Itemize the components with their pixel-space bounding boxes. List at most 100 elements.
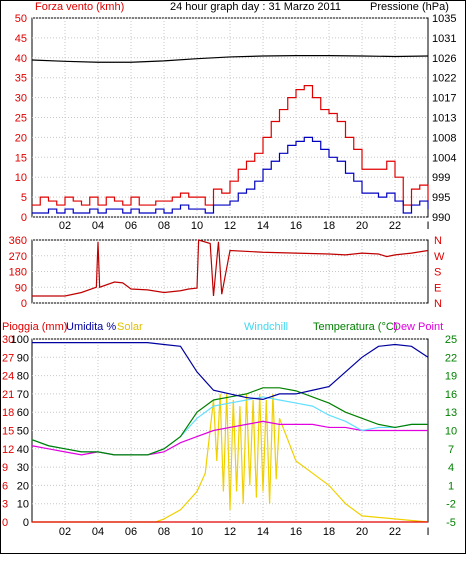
x-axis-tick: 16: [290, 526, 302, 538]
rain-axis-tick: 6: [2, 480, 8, 492]
temperature-axis-tick: 22: [445, 352, 457, 364]
humidity-axis-tick: 100: [11, 334, 29, 346]
solar-label: Solar: [117, 321, 143, 333]
x-axis-tick: 18: [323, 526, 335, 538]
rain-axis-tick: 18: [2, 407, 14, 419]
temperature-axis-tick: 4: [448, 462, 454, 474]
humidity-axis-tick: 30: [17, 462, 29, 474]
humidity-axis-tick: 50: [17, 426, 29, 438]
series-pressure: [31, 54, 429, 63]
x-axis-tick: 20: [356, 220, 368, 232]
pressure-axis-tick: 1004: [432, 152, 456, 164]
rain-axis-tick: 27: [2, 352, 14, 364]
direction-axis-tick: 360: [9, 235, 27, 247]
x-axis-tick: I: [426, 526, 429, 538]
temperature-axis-tick: 1: [448, 480, 454, 492]
compass-axis-tick: N: [434, 235, 442, 247]
x-axis-tick: 22: [389, 526, 401, 538]
series-wind_gust: [32, 85, 429, 206]
wind-axis-tick: 35: [15, 73, 27, 85]
humidity-axis-tick: 60: [17, 407, 29, 419]
humidity-axis-tick: 80: [17, 371, 29, 383]
x-axis-tick: 02: [59, 220, 71, 232]
pressure-axis-tick: 990: [432, 212, 450, 224]
compass-axis-tick: E: [434, 282, 441, 294]
x-axis-tick: 06: [125, 526, 137, 538]
pressure-axis-tick: 1022: [432, 73, 456, 85]
x-axis-tick: 20: [356, 526, 368, 538]
direction-axis-tick: 180: [9, 267, 27, 279]
humidity-axis-tick: 90: [17, 352, 29, 364]
humidity-axis-tick: 10: [17, 499, 29, 511]
rain-axis-tick: 9: [2, 462, 8, 474]
series-temperature: [31, 387, 428, 456]
temperature-axis-tick: 13: [445, 407, 457, 419]
humidity-label: Umidita %: [66, 321, 116, 333]
rain-axis-tick: 0: [2, 517, 8, 529]
rain-axis-tick: 12: [2, 444, 14, 456]
wind-axis-tick: 15: [15, 152, 27, 164]
series-wind_avg: [32, 136, 429, 214]
series-direction: [32, 239, 429, 297]
rain-axis-tick: 3: [2, 499, 8, 511]
temperature-axis-tick: 10: [445, 426, 457, 438]
temperature-axis-tick: 16: [445, 389, 457, 401]
x-axis-tick: I: [426, 220, 429, 232]
wind-axis-tick: 20: [15, 132, 27, 144]
x-axis-tick: 08: [158, 220, 170, 232]
wind-axis-tick: 45: [15, 33, 27, 45]
dewpoint-label: Dew Point: [393, 321, 443, 333]
rain-axis-tick: 15: [2, 426, 14, 438]
x-axis-tick: 14: [257, 220, 269, 232]
windchill-label: Windchill: [244, 321, 288, 333]
temperature-label: Temperatura (°C): [313, 321, 397, 333]
direction-axis-tick: 270: [9, 251, 27, 263]
pressure-axis-tick: 1008: [432, 132, 456, 144]
x-axis-tick: 12: [224, 220, 236, 232]
wind-axis-tick: 0: [21, 212, 27, 224]
temperature-axis-tick: -2: [446, 499, 456, 511]
pressure-axis-tick: 1013: [432, 113, 456, 125]
wind-axis-tick: 50: [15, 13, 27, 25]
humidity-axis-tick: 40: [17, 444, 29, 456]
x-axis-tick: 02: [59, 526, 71, 538]
x-axis-tick: 10: [191, 220, 203, 232]
temperature-axis-tick: -5: [446, 517, 456, 529]
pressure-axis-tick: 1035: [432, 13, 456, 25]
x-axis-tick: 04: [92, 220, 104, 232]
x-axis-tick: 06: [125, 220, 137, 232]
pressure-axis-tick: 1026: [432, 53, 456, 65]
wind-axis-tick: 5: [21, 192, 27, 204]
x-axis-tick: 18: [323, 220, 335, 232]
x-axis-tick: 04: [92, 526, 104, 538]
wind-axis-tick: 40: [15, 53, 27, 65]
wind-axis-tick: 25: [15, 113, 27, 125]
wind-axis-tick: 10: [15, 172, 27, 184]
x-axis-tick: 22: [389, 220, 401, 232]
rain-axis-tick: 30: [2, 334, 14, 346]
rain-axis-tick: 21: [2, 389, 14, 401]
pressure-axis-tick: 999: [432, 172, 450, 184]
humidity-axis-tick: 70: [17, 389, 29, 401]
direction-axis-tick: 0: [21, 298, 27, 310]
pressure-axis-tick: 1031: [432, 33, 456, 45]
outer-frame: [0, 0, 466, 554]
pressure-axis-tick: 1017: [432, 93, 456, 105]
x-axis-tick: 14: [257, 526, 269, 538]
compass-axis-tick: S: [434, 267, 441, 279]
wind-axis-title: Forza vento (kmh): [35, 1, 124, 13]
pressure-axis-tick: 995: [432, 192, 450, 204]
x-axis-tick: 08: [158, 526, 170, 538]
rain-axis-tick: 24: [2, 371, 14, 383]
compass-axis-tick: N: [434, 298, 442, 310]
compass-axis-tick: W: [434, 251, 445, 263]
wind-axis-tick: 30: [15, 93, 27, 105]
x-axis-tick: 16: [290, 220, 302, 232]
pressure-axis-title: Pressione (hPa): [370, 1, 449, 13]
rain-label: Pioggia (mm): [2, 321, 67, 333]
direction-axis-tick: 90: [15, 282, 27, 294]
humidity-axis-tick: 0: [23, 517, 29, 529]
chart-title: 24 hour graph day : 31 Marzo 2011: [170, 1, 341, 13]
temperature-axis-tick: 7: [448, 444, 454, 456]
